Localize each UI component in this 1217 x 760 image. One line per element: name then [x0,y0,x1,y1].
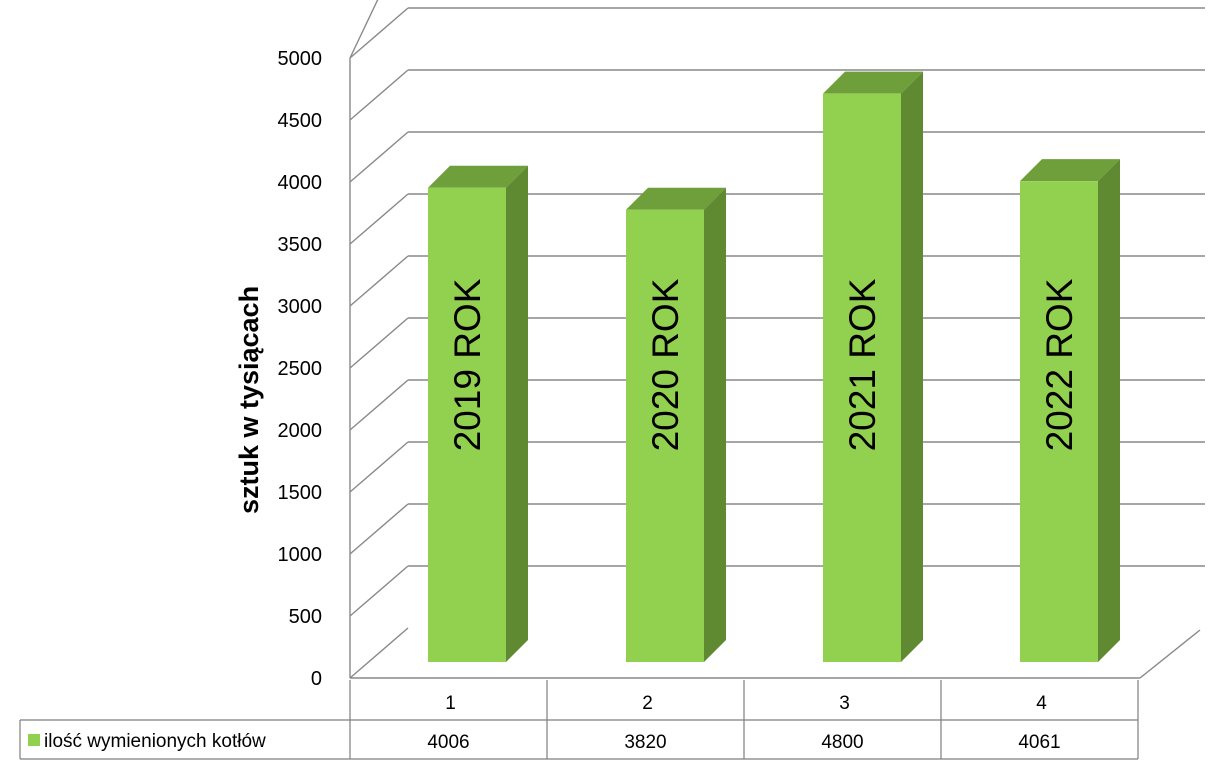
bar-side [901,71,923,663]
bar-label: 2020 ROK [645,278,686,451]
bar-top [1020,159,1120,182]
gridline-diagonal [349,69,409,121]
bar: 2022 ROK [1020,159,1120,662]
y-axis-label: sztuk w tysiącach [234,286,264,514]
bar-front [1020,181,1098,662]
gridline-diagonal [349,193,409,245]
gridline-diagonal [349,379,409,431]
bar-front [823,93,901,663]
y-tick-label: 4000 [278,172,323,194]
y-tick-label: 0 [311,668,322,690]
y-axis-ticks: 0 500 1000 1500 2000 2500 3000 3500 4000 4500 5000 [278,48,323,690]
bar-top [428,165,528,188]
y-tick-label: 1000 [278,544,323,566]
x-tick-label: 4 [1036,693,1047,714]
table-value: 4061 [1018,732,1060,753]
gridline-diagonal [349,441,409,493]
bar-side [704,187,726,662]
bar: 2021 ROK [823,71,923,663]
y-tick-label: 1500 [278,482,323,504]
bar-side [1098,159,1120,662]
y-tick-label: 2000 [278,420,323,442]
bar: 2019 ROK [428,165,528,662]
y-tick-label: 4500 [278,110,323,132]
gridline-diagonal [349,131,409,183]
y-tick-label: 3500 [278,234,323,256]
y-tick-label: 500 [289,606,322,628]
bar: 2020 ROK [626,187,726,662]
y-tick-label: 5000 [278,48,323,70]
bar-label: 2022 ROK [1039,278,1080,451]
bars: 2019 ROK 2020 ROK 2021 ROK 2022 ROK [428,71,1120,663]
bar-label: 2019 ROK [447,278,488,451]
legend-swatch [28,734,40,746]
gridline-diagonal [349,255,409,307]
y-tick-label: 3000 [278,296,323,318]
x-tick-label: 2 [642,693,653,714]
gridline-diagonal [349,503,409,555]
table-value: 4006 [427,732,469,753]
x-tick-label: 1 [445,693,456,714]
bar-label: 2021 ROK [842,278,883,451]
bar-top [626,187,726,210]
data-table: 1 4006 2 3820 3 4800 4 4061 ilość wymienionych k… [19,680,1139,760]
bar-top [823,71,923,94]
table-value: 4800 [821,732,863,753]
y-tick-label: 2500 [278,358,323,380]
legend-label: ilość wymienionych kotłów [44,731,266,752]
gridline-diagonal [349,565,409,617]
bar-side [506,165,528,662]
gridline-diagonal [349,317,409,369]
floor-right-edge [1139,629,1201,679]
table-value: 3820 [624,732,666,753]
gridline-diagonal [349,627,409,679]
bar-front [626,209,704,662]
gridline-diagonal [349,0,379,59]
x-tick-label: 3 [839,693,850,714]
gridline-diagonal [349,7,409,59]
bar-front [428,187,506,662]
